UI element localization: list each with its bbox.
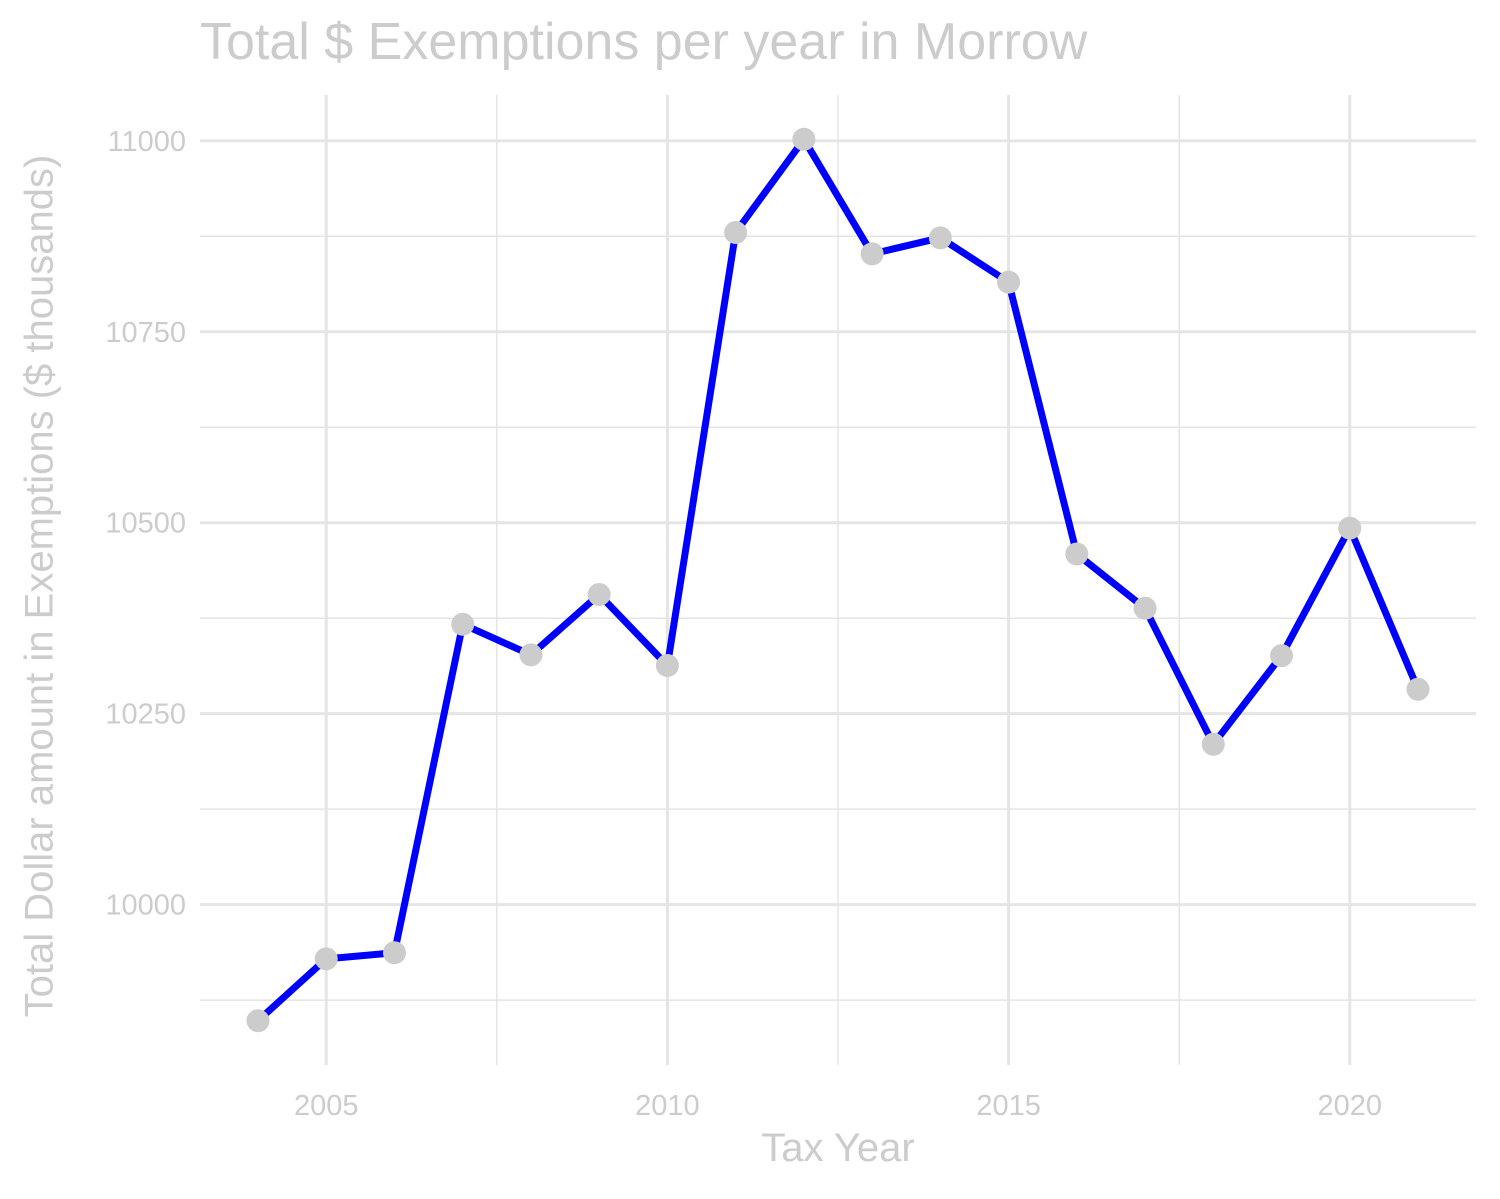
x-axis-title: Tax Year [761,1126,915,1170]
data-point [997,270,1021,294]
data-point [1133,596,1157,620]
data-point [519,643,543,667]
x-tick-label: 2005 [294,1090,359,1122]
chart-title: Total $ Exemptions per year in Morrow [200,13,1088,71]
x-tick-label: 2020 [1318,1090,1383,1122]
data-point [655,654,679,678]
minor-gridlines [200,95,1476,1065]
data-point [928,226,952,250]
series-lines [254,135,1422,1025]
series-line [254,135,1422,1025]
data-point [451,612,475,636]
x-tick-label: 2010 [635,1090,700,1122]
y-tick-label: 10000 [105,890,186,922]
data-point [1065,542,1089,566]
data-point [1201,732,1225,756]
data-point [1270,644,1294,668]
y-tick-label: 10500 [105,508,186,540]
data-point [1406,677,1430,701]
data-point [1338,516,1362,540]
data-point [382,941,406,965]
data-point [246,1009,270,1033]
y-tick-label: 10750 [105,317,186,349]
y-tick-labels: 10000 10250 10500 10750 11000 [105,126,186,922]
data-point [860,242,884,266]
x-tick-labels: 2005 2010 2015 2020 [294,1090,1382,1122]
y-tick-label: 11000 [108,126,187,158]
data-point [724,220,748,244]
major-gridlines [200,95,1476,1065]
data-points [246,127,1430,1033]
data-point [314,947,338,971]
x-tick-label: 2015 [976,1090,1041,1122]
data-point [587,583,611,607]
y-axis-title: Total Dollar amount in Exemptions ($ tho… [17,154,62,1018]
y-tick-label: 10250 [105,699,186,731]
data-point [792,127,816,151]
